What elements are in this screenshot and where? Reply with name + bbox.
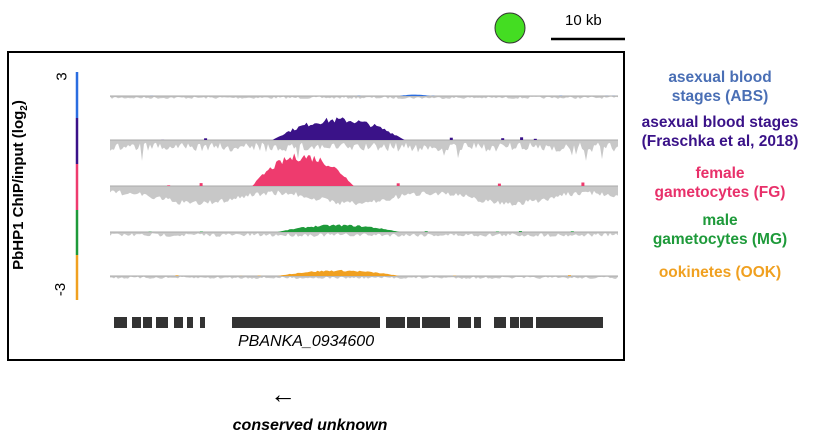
exon-block xyxy=(114,317,127,328)
legend-entry: asexual blood stages (Fraschka et al, 201… xyxy=(641,114,799,150)
gene-label: PBANKA_0934600 xyxy=(238,333,375,350)
track-peak-signal xyxy=(399,94,431,96)
track-spike xyxy=(167,185,171,186)
track-background-signal xyxy=(110,96,618,99)
track-spike xyxy=(329,275,333,276)
legend-entry: female gametocytes (FG) xyxy=(654,165,786,201)
green-circle-marker xyxy=(494,12,526,44)
track-spike xyxy=(199,183,203,186)
track-background-signal xyxy=(110,140,618,161)
exon-block xyxy=(174,317,183,328)
exon-block xyxy=(458,317,471,328)
signal-tracks xyxy=(110,94,618,279)
track-background-signal xyxy=(110,276,618,279)
y-tick-top: 3 xyxy=(53,72,71,81)
track-spike xyxy=(175,275,179,276)
exon-block xyxy=(407,317,420,328)
exon-block xyxy=(132,317,141,328)
exon-block xyxy=(232,317,380,328)
exon-block xyxy=(386,317,405,328)
exon-block xyxy=(510,317,519,328)
track-peak-signal xyxy=(277,224,400,232)
track-spike xyxy=(568,275,571,276)
track-spike xyxy=(449,137,453,140)
exon-block xyxy=(156,317,168,328)
track-spike xyxy=(533,138,537,140)
track-spike xyxy=(204,138,208,140)
exon-block xyxy=(143,317,152,328)
track-spike xyxy=(581,182,585,186)
track-spike xyxy=(518,231,522,232)
track-spike xyxy=(501,138,505,140)
exon-block xyxy=(422,317,450,328)
direction-arrow: ← xyxy=(270,379,296,409)
track-spike xyxy=(396,183,400,186)
scale-bar-label: 10 kb xyxy=(565,12,602,29)
track-peak-signal xyxy=(277,269,400,276)
track-spike xyxy=(495,231,499,232)
exon-block xyxy=(520,317,533,328)
track-spike xyxy=(497,183,501,186)
exon-block xyxy=(200,317,205,328)
exon-block xyxy=(536,317,550,328)
exon-block xyxy=(187,317,193,328)
track-spike xyxy=(199,231,203,232)
track-peak-signal xyxy=(252,153,354,186)
y-axis-label: PbHP1 ChIP/input (log2) xyxy=(10,100,30,270)
exon-block xyxy=(550,317,603,328)
legend-entry: ookinetes (OOK) xyxy=(658,264,782,281)
track-spike xyxy=(424,231,428,232)
track-background-signal xyxy=(110,186,618,206)
track-spike xyxy=(570,231,574,232)
y-tick-bottom: -3 xyxy=(52,282,70,297)
track-peak-signal xyxy=(272,117,405,140)
legend-entry: asexual blood stages (ABS) xyxy=(668,69,772,105)
gene-structure xyxy=(114,317,603,328)
track-spike xyxy=(520,137,524,140)
track-background-signal xyxy=(110,232,618,237)
exon-block xyxy=(474,317,481,328)
gene-annotation-label: conserved unknown xyxy=(232,417,388,434)
track-spike xyxy=(327,185,331,186)
exon-block xyxy=(494,317,506,328)
legend-entry: male gametocytes (MG) xyxy=(652,212,788,248)
browser-panel-frame xyxy=(7,51,625,361)
